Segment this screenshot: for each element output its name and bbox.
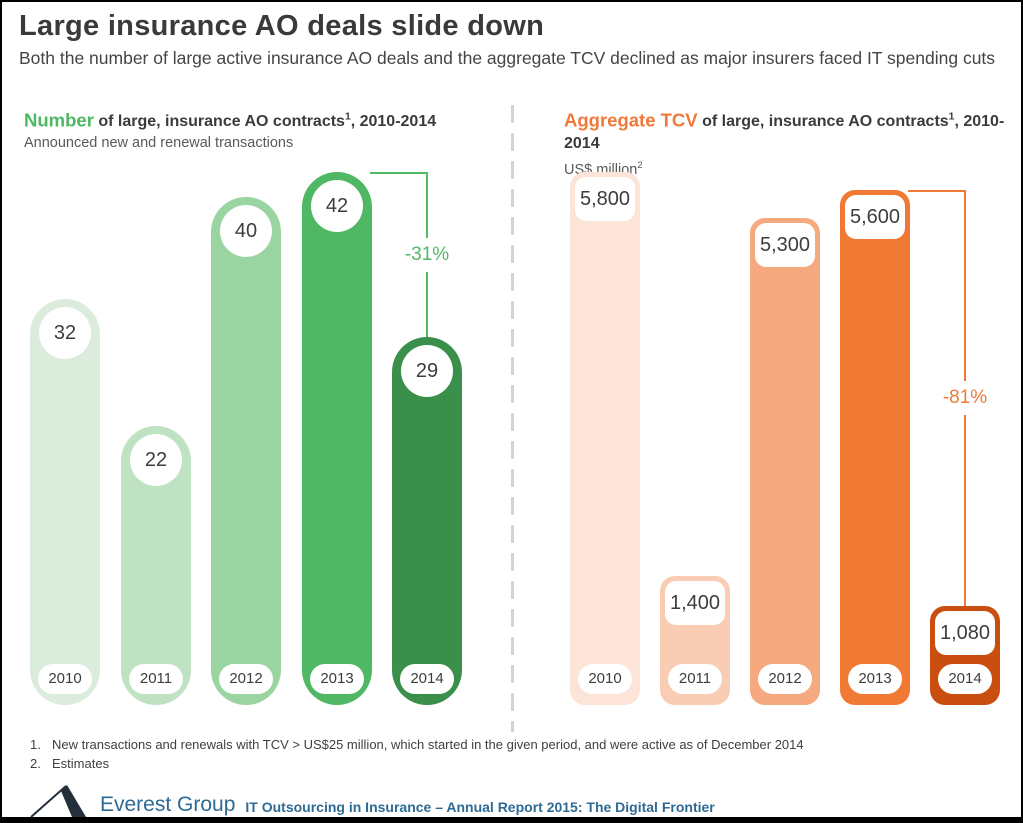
bar-2014: 29 2014 (392, 337, 462, 705)
bar-2010: 32 2010 (30, 299, 100, 705)
chart-header: Aggregate TCV of large, insurance AO con… (552, 107, 1019, 178)
page-title: Large insurance AO deals slide down (19, 10, 545, 42)
footnote-2: 2. Estimates (30, 754, 804, 773)
annotation-vline-lower (426, 272, 428, 337)
footer: Everest Group IT Outsourcing in Insuranc… (30, 780, 715, 817)
bar-plot: 32 2010 22 2011 40 2012 42 2013 29 2014 -31% (20, 172, 485, 705)
bar-year-label: 2010 (578, 664, 632, 694)
bar-value-label: 40 (220, 205, 272, 257)
tcv-chart-panel: Aggregate TCV of large, insurance AO con… (552, 107, 1019, 737)
bar-value-label: 5,300 (755, 223, 815, 267)
bar-2011: 1,400 2011 (660, 576, 730, 705)
chart-title-rest: of large, insurance AO contracts1, 2010-… (564, 112, 1005, 153)
chart-subtitle: Announced new and renewal transactions (24, 135, 294, 152)
bar-2013: 5,600 2013 (840, 190, 910, 705)
bar-2011: 22 2011 (121, 426, 191, 705)
footnote-2-text: Estimates (52, 756, 110, 771)
report-title: IT Outsourcing in Insurance – Annual Rep… (245, 799, 715, 815)
bar-2010: 5,800 2010 (570, 172, 640, 705)
chart-title: Aggregate TCV of large, insurance AO con… (564, 107, 1019, 155)
bar-value-label: 22 (130, 434, 182, 486)
annotation-vline-upper (964, 190, 966, 381)
everest-group-logo-icon (30, 785, 86, 817)
bar-2014: 1,080 2014 (930, 606, 1000, 705)
bar-year-label: 2011 (668, 664, 722, 694)
footnote-2-number: 2. (30, 756, 41, 771)
annotation-label: -81% (942, 387, 988, 408)
chart-header: Number of large, insurance AO contracts1… (20, 107, 485, 172)
bar-year-label: 2012 (219, 664, 273, 694)
bar-value-label: 42 (311, 180, 363, 232)
footnotes: 1. New transactions and renewals with TC… (30, 735, 804, 773)
annotation-hline (908, 190, 966, 192)
dashed-divider (511, 105, 514, 732)
brand-name: Everest Group (100, 793, 236, 816)
footnote-1-text: New transactions and renewals with TCV >… (52, 737, 804, 752)
bar-value-label: 1,080 (935, 611, 995, 655)
bar-value-label: 5,600 (845, 195, 905, 239)
annotation-vline-lower (964, 415, 966, 606)
bar-2012: 40 2012 (211, 197, 281, 705)
annotation-hline (370, 172, 428, 174)
bar-value-label: 29 (401, 345, 453, 397)
chart-title-accent: Aggregate TCV (564, 109, 698, 131)
bar-year-label: 2014 (938, 664, 992, 694)
chart-title-rest: of large, insurance AO contracts1, 2010-… (93, 112, 437, 131)
number-chart-panel: Number of large, insurance AO contracts1… (20, 107, 485, 737)
bar-year-label: 2010 (38, 664, 92, 694)
bar-year-label: 2011 (129, 664, 183, 694)
bar-plot: 5,800 2010 1,400 2011 5,300 2012 5,600 2013 1,08… (552, 172, 1019, 705)
bar-year-label: 2013 (848, 664, 902, 694)
bar-2012: 5,300 2012 (750, 218, 820, 705)
bar-year-label: 2014 (400, 664, 454, 694)
chart-title: Number of large, insurance AO contracts1… (24, 107, 485, 133)
bar-value-label: 1,400 (665, 581, 725, 625)
page-subtitle: Both the number of large active insuranc… (19, 48, 996, 68)
footnote-1-number: 1. (30, 737, 41, 752)
chart-title-accent: Number (24, 109, 94, 131)
bar-value-label: 5,800 (575, 177, 635, 221)
annotation-label: -31% (404, 244, 450, 265)
bar-year-label: 2012 (758, 664, 812, 694)
bar-year-label: 2013 (310, 664, 364, 694)
bar-value-label: 32 (39, 307, 91, 359)
annotation-vline-upper (426, 172, 428, 238)
footnote-1: 1. New transactions and renewals with TC… (30, 735, 804, 754)
bar-2013: 42 2013 (302, 172, 372, 705)
